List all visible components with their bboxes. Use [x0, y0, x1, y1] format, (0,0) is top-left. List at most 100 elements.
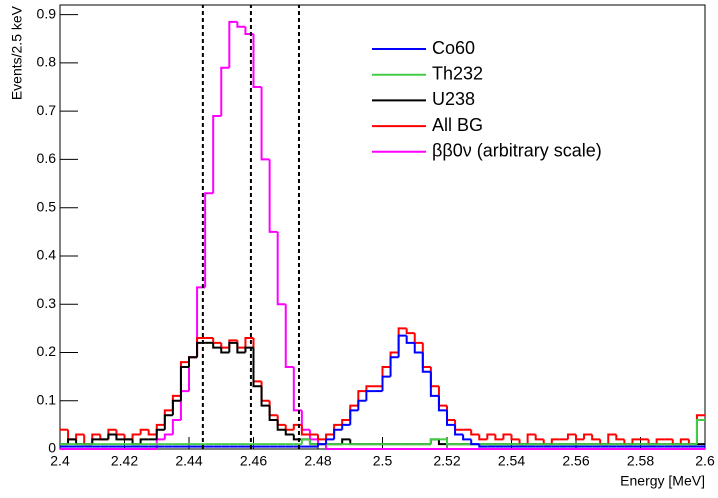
x-axis-label: Energy [MeV]: [620, 473, 705, 489]
histogram-bin: [494, 434, 504, 441]
histogram-bin: [91, 438, 101, 445]
histogram-bin: [478, 444, 488, 448]
histogram-bin: [381, 375, 391, 392]
histogram-bin: [284, 424, 294, 431]
histogram-bin: [413, 333, 423, 344]
histogram-bin: [252, 33, 262, 89]
histogram-bin: [252, 338, 262, 383]
histogram-bin: [196, 337, 206, 358]
histogram-bin: [437, 386, 447, 407]
histogram-bin: [268, 159, 278, 233]
histogram-bin: [204, 192, 214, 288]
legend-label: U238: [432, 89, 475, 109]
y-tick-label: 0: [48, 440, 56, 456]
histogram-bin: [325, 444, 335, 450]
histogram-bin: [236, 340, 246, 349]
histogram-bin: [591, 434, 601, 441]
histogram-bin: [220, 342, 230, 349]
histogram-bin: [583, 433, 593, 440]
histogram-bin: [397, 334, 407, 358]
legend-label: ββ0ν (arbitrary scale): [432, 141, 602, 161]
legend-label: Co60: [432, 38, 475, 58]
histogram-bin: [292, 366, 302, 412]
histogram-bin: [83, 434, 93, 446]
histogram-bin: [510, 434, 520, 441]
histogram-bin: [437, 395, 447, 412]
histogram-bin: [171, 419, 181, 435]
histogram-bin: [276, 420, 286, 431]
legend-label: Th232: [432, 63, 483, 83]
y-tick-label: 0.1: [37, 391, 57, 407]
y-tick-label: 0.2: [37, 343, 57, 359]
histogram-bin: [236, 342, 246, 354]
histogram-bin: [260, 386, 270, 407]
histogram-bin: [115, 429, 125, 436]
histogram-bin: [220, 347, 230, 354]
histogram-bin: [413, 342, 423, 354]
histogram-bin: [695, 419, 705, 445]
histogram-bin: [212, 342, 222, 349]
histogram-bin: [244, 26, 254, 35]
x-tick-label: 2.52: [433, 453, 460, 469]
y-tick-label: 0.7: [37, 102, 57, 118]
histogram-bin: [188, 356, 198, 392]
histogram-bin: [244, 346, 254, 353]
histogram-bin: [365, 390, 375, 401]
histogram-bin: [260, 87, 270, 161]
histogram-bin: [607, 433, 617, 445]
histogram-bin: [196, 286, 206, 358]
histogram-bin: [575, 434, 585, 441]
histogram-bin: [163, 409, 173, 425]
histogram-bin: [341, 423, 351, 430]
histogram-bin: [349, 409, 359, 425]
histogram-bin: [357, 390, 367, 406]
y-tick-label: 0.6: [37, 150, 57, 166]
histogram-bin: [67, 438, 77, 445]
histogram-bin: [228, 20, 238, 68]
histogram-bin: [397, 327, 407, 353]
histogram-bin: [421, 352, 431, 373]
histogram-bin: [349, 404, 359, 421]
histogram-bin: [163, 433, 173, 440]
histogram-bin: [429, 371, 439, 397]
x-tick-label: 2.44: [175, 453, 202, 469]
histogram-bin: [236, 21, 246, 28]
histogram-bin: [470, 439, 480, 446]
histogram-bin: [405, 328, 415, 335]
histogram-bin: [276, 231, 286, 306]
histogram-bin: [446, 410, 456, 426]
histogram-bin: [131, 433, 141, 440]
histogram-bin: [389, 351, 399, 367]
histogram-bin: [300, 424, 310, 436]
histogram-bin: [655, 438, 665, 445]
histogram-bin: [212, 115, 222, 194]
histogram-bin: [421, 342, 431, 368]
x-tick-label: 2.48: [304, 453, 331, 469]
histogram-bin: [139, 428, 149, 435]
histogram-bin: [163, 414, 173, 430]
x-tick-label: 2.46: [240, 453, 267, 469]
histogram-bin: [317, 443, 327, 447]
histogram-bin: [196, 341, 206, 358]
x-tick-label: 2.58: [627, 453, 654, 469]
histogram-bin: [171, 399, 181, 416]
histogram-bin: [566, 433, 576, 440]
legend-label: All BG: [432, 115, 483, 135]
histogram-bin: [212, 338, 222, 344]
histogram-bin: [107, 433, 117, 440]
y-tick-label: 0.8: [37, 54, 57, 70]
histogram-bin: [75, 433, 85, 440]
histogram-bin: [276, 415, 286, 426]
histogram-bin: [405, 335, 415, 344]
histogram-bin: [252, 347, 262, 388]
histogram-bin: [155, 428, 165, 440]
histogram-bin: [454, 424, 464, 436]
histogram-bin: [67, 429, 77, 441]
histogram-bin: [631, 438, 641, 445]
histogram-bin: [268, 400, 278, 417]
histogram-bin: [115, 434, 125, 441]
histogram-bin: [292, 423, 302, 430]
histogram-bin: [437, 439, 447, 446]
histogram-bin: [389, 356, 399, 377]
histogram-bin: [462, 434, 472, 441]
